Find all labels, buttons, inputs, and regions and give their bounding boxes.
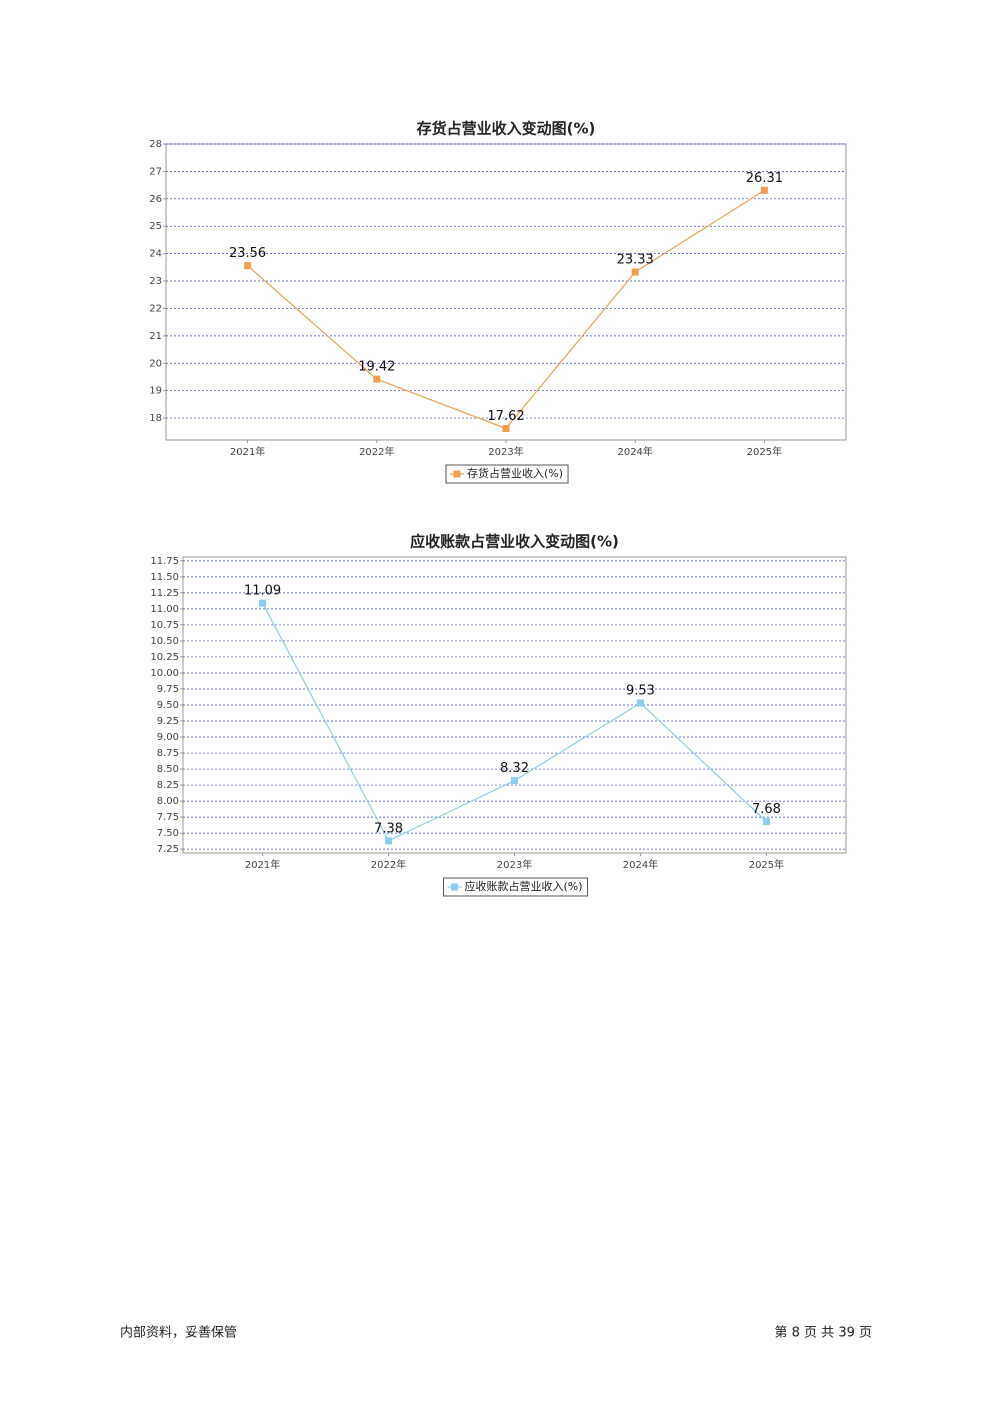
y-tick-label: 9.75 [157, 684, 179, 695]
y-tick-label: 10.50 [150, 636, 179, 647]
data-label: 23.56 [229, 246, 266, 261]
x-tick-label: 2021年 [230, 445, 265, 458]
data-point [631, 268, 639, 276]
footer-right: 第 8 页 共 39 页 [775, 1326, 872, 1341]
y-tick-label: 27 [149, 166, 162, 177]
plot-area [165, 143, 847, 441]
y-tick-label: 9.50 [157, 700, 179, 711]
y-tick-label: 10.75 [150, 620, 179, 631]
y-tick-label: 23 [149, 276, 162, 287]
data-point [502, 424, 510, 432]
y-tick-label: 10.00 [150, 668, 179, 679]
x-tick-label: 2024年 [623, 858, 658, 871]
data-label: 23.33 [617, 252, 654, 267]
y-tick-label: 22 [149, 303, 162, 314]
data-point [385, 837, 393, 845]
legend-label: 存货占营业收入(%) [467, 466, 563, 480]
footer-left: 内部资料，妥善保管 [120, 1325, 237, 1341]
y-tick-label: 11.00 [150, 604, 179, 615]
y-tick-label: 25 [149, 221, 162, 232]
data-point [511, 777, 518, 785]
data-point [244, 262, 252, 270]
y-tick-label: 8.50 [157, 764, 179, 775]
y-tick-label: 26 [149, 194, 162, 205]
y-tick-label: 10.25 [150, 652, 179, 663]
y-tick-label: 18 [149, 413, 162, 424]
y-tick-label: 21 [149, 331, 162, 342]
legend-box [442, 877, 589, 897]
y-tick-label: 20 [149, 358, 162, 369]
data-point [259, 599, 267, 607]
y-tick-label: 11.50 [150, 572, 179, 583]
y-tick-label: 9.00 [157, 732, 179, 743]
y-tick-label: 8.25 [157, 780, 179, 791]
y-tick-label: 8.00 [157, 796, 179, 807]
y-tick-label: 9.25 [157, 716, 179, 727]
x-tick-label: 2022年 [371, 858, 406, 871]
data-label: 17.62 [487, 409, 524, 424]
legend-marker [450, 883, 458, 891]
data-point [636, 699, 644, 707]
data-label: 11.09 [244, 584, 281, 599]
legend-marker [453, 470, 461, 478]
legend-label: 应收账款占营业收入(%) [464, 879, 582, 893]
data-point [373, 375, 381, 383]
chart-title: 应收账款占营业收入变动图(%) [410, 533, 619, 551]
y-tick-label: 8.75 [157, 748, 179, 759]
data-label: 19.42 [358, 360, 395, 375]
data-label: 9.53 [626, 684, 655, 699]
data-point [762, 818, 770, 826]
y-tick-label: 24 [149, 249, 162, 260]
data-label: 8.32 [500, 761, 529, 776]
x-tick-label: 2025年 [749, 858, 784, 871]
x-tick-label: 2023年 [497, 858, 532, 871]
y-tick-label: 7.75 [157, 812, 179, 823]
x-tick-label: 2025年 [747, 445, 782, 458]
plot-area [182, 556, 847, 854]
data-label: 26.31 [746, 171, 783, 186]
y-tick-label: 7.50 [157, 828, 179, 839]
x-tick-label: 2022年 [359, 445, 394, 458]
chart-title: 存货占营业收入变动图(%) [417, 120, 596, 138]
legend-box [445, 464, 569, 484]
x-tick-label: 2023年 [488, 445, 523, 458]
data-label: 7.38 [374, 821, 403, 836]
y-tick-label: 11.25 [150, 588, 179, 599]
y-tick-label: 28 [149, 139, 162, 150]
x-tick-label: 2021年 [245, 858, 280, 871]
data-label: 7.68 [752, 802, 781, 817]
y-tick-label: 7.25 [157, 844, 179, 855]
x-tick-label: 2024年 [617, 445, 652, 458]
y-tick-label: 11.75 [150, 556, 179, 567]
data-point [760, 186, 768, 194]
y-tick-label: 19 [149, 386, 162, 397]
